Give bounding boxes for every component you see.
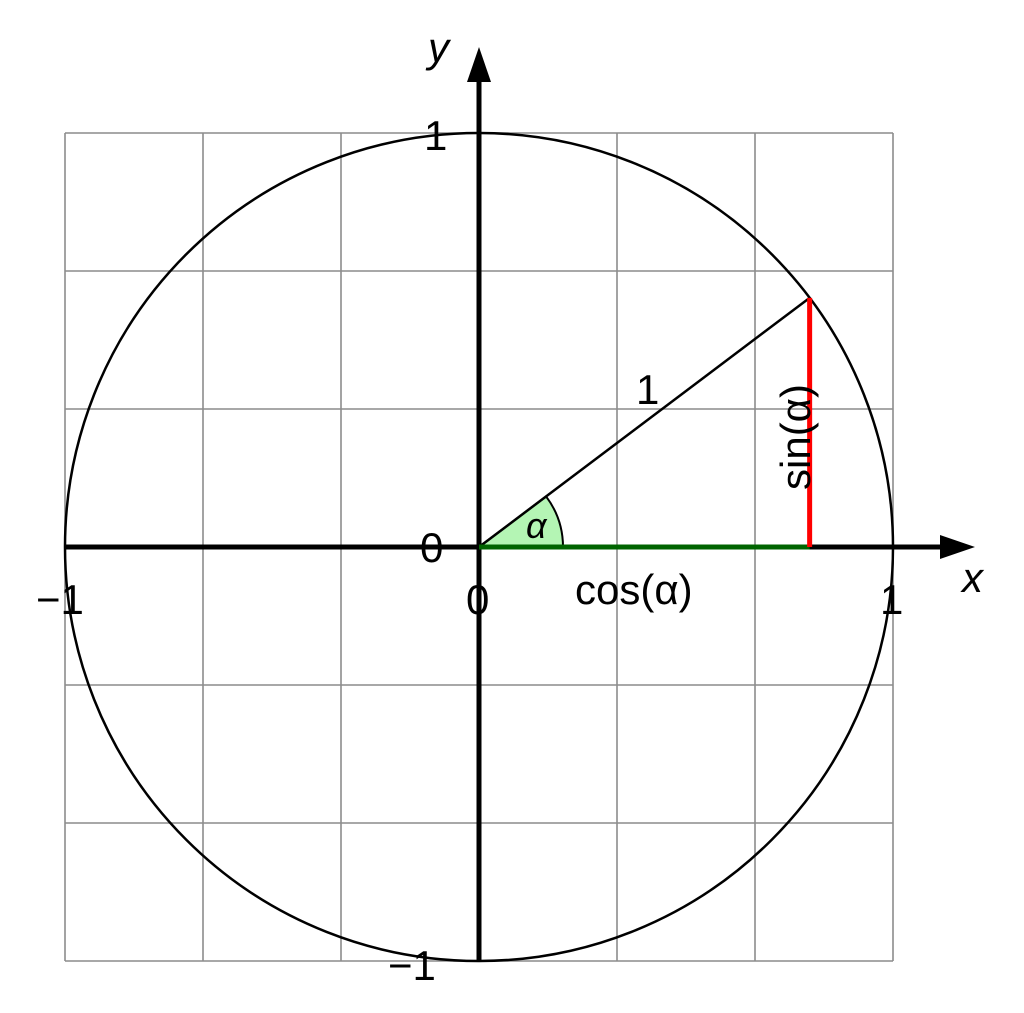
radius-line bbox=[478, 296, 811, 548]
y-axis-arrowhead bbox=[467, 47, 491, 82]
tick-label-x-zero: 0 bbox=[466, 576, 489, 623]
tick-label-y-min: −1 bbox=[388, 942, 436, 989]
radius-label: 1 bbox=[636, 366, 659, 413]
angle-label: α bbox=[526, 505, 548, 546]
tick-label-x-max: 1 bbox=[880, 576, 903, 623]
angle-wedge bbox=[476, 495, 565, 548]
sin-label: sin(α) bbox=[772, 384, 819, 490]
x-axis-label: x bbox=[960, 554, 985, 601]
y-axis-label: y bbox=[425, 24, 452, 71]
x-axis-arrowhead bbox=[940, 535, 975, 559]
tick-label-y-max: 1 bbox=[424, 112, 447, 159]
cos-label: cos(α) bbox=[575, 566, 693, 613]
tick-label-x-min: −1 bbox=[36, 576, 84, 623]
tick-label-y-zero: 0 bbox=[420, 524, 443, 571]
